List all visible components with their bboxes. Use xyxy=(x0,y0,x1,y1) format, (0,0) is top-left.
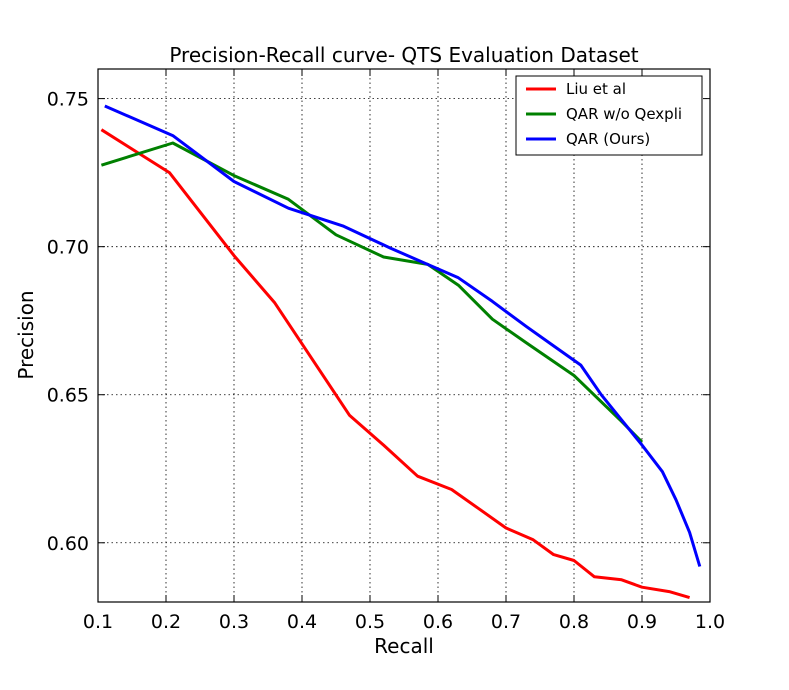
series-line-qar-ours xyxy=(104,104,702,567)
axis-ticks: 0.1 0.2 0.3 0.4 0.5 0.6 0.7 0.8 0.9 1.0 0.60 0.65 0.… xyxy=(47,69,725,633)
x-tick-label: 0.7 xyxy=(491,611,521,633)
x-tick-label: 0.6 xyxy=(423,611,453,633)
y-tick-label: 0.65 xyxy=(47,385,89,407)
x-tick-label: 0.1 xyxy=(83,611,113,633)
x-tick-label: 0.9 xyxy=(627,611,657,633)
series-line-liu xyxy=(100,128,691,600)
x-tick-label: 0.4 xyxy=(287,611,317,633)
x-tick-label: 0.2 xyxy=(151,611,181,633)
data-series xyxy=(100,104,702,600)
plot-area-frame xyxy=(97,68,711,603)
x-tick-label: 1.0 xyxy=(695,611,725,633)
chart-title: Precision-Recall curve- QTS Evaluation D… xyxy=(169,43,638,67)
x-tick-label: 0.3 xyxy=(219,611,249,633)
y-tick-label: 0.75 xyxy=(47,89,89,111)
legend: Liu et al QAR w/o Qexpli QAR (Ours) xyxy=(515,75,703,156)
legend-label-liu: Liu et al xyxy=(566,80,626,98)
x-tick-label: 0.8 xyxy=(559,611,589,633)
y-tick-label: 0.70 xyxy=(47,237,89,259)
x-axis-title: Recall xyxy=(374,634,434,658)
x-tick-label: 0.5 xyxy=(355,611,385,633)
legend-label-qar-ours: QAR (Ours) xyxy=(566,130,650,148)
y-axis-title: Precision xyxy=(14,290,38,379)
y-tick-label: 0.60 xyxy=(47,533,89,555)
legend-label-qar-wo-qexpli: QAR w/o Qexpli xyxy=(566,105,682,123)
